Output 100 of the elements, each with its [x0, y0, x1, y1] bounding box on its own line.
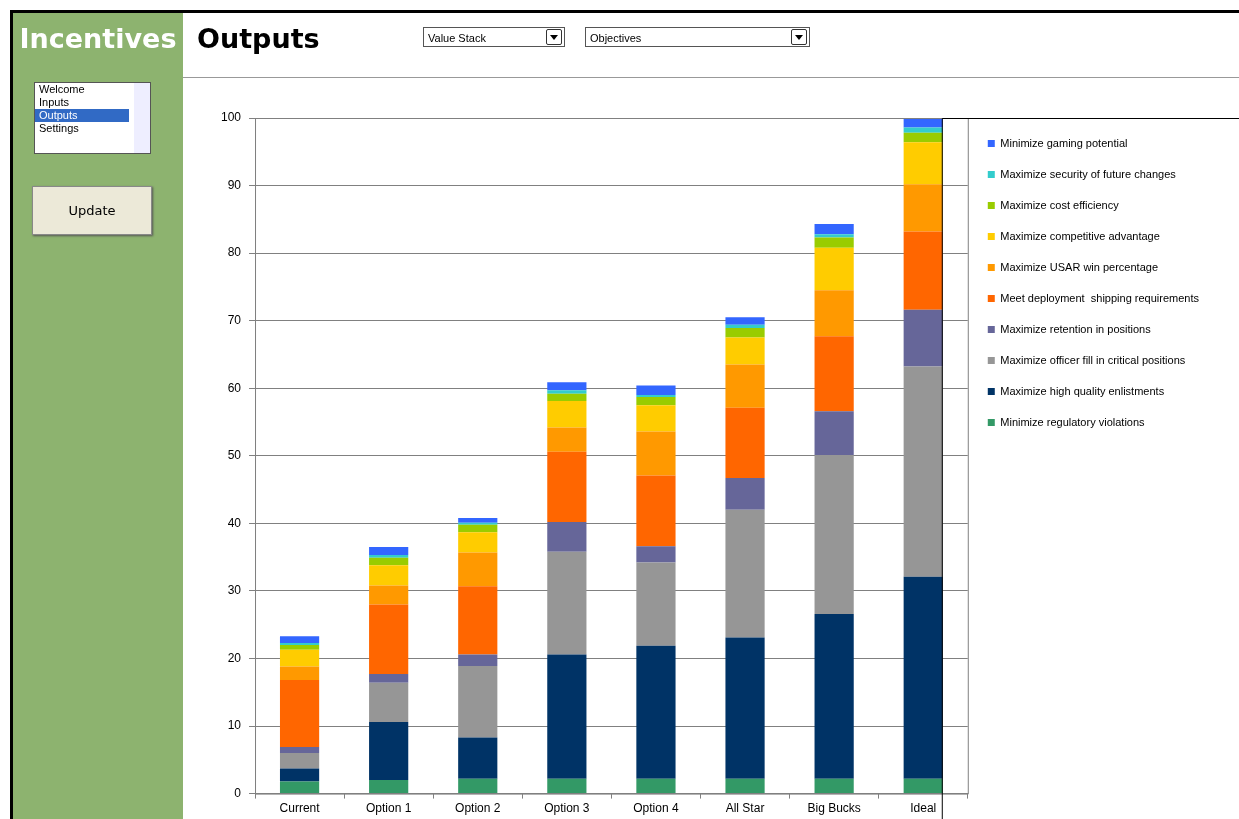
y-tick-label: 10 [227, 718, 242, 733]
y-tick-label: 90 [227, 177, 242, 192]
bar [814, 224, 854, 235]
legend-label: Maximize competitive advantage [1000, 229, 1160, 242]
bar [814, 411, 854, 456]
bar [725, 324, 765, 329]
bar [458, 552, 498, 587]
legend-label: Maximize USAR win percentage [1000, 260, 1159, 273]
bar [725, 328, 765, 338]
bar [369, 674, 409, 683]
bar [369, 557, 409, 566]
y-tick-label: 0 [234, 785, 242, 800]
bar [547, 522, 587, 552]
y-tick-label: 50 [227, 448, 242, 463]
bar [279, 781, 320, 794]
bar [279, 636, 320, 643]
text: Welcome [38, 83, 86, 96]
bar [636, 562, 676, 646]
bar [814, 247, 854, 291]
bar [547, 382, 587, 391]
legend-label: Maximize officer fill in critical positions [1000, 353, 1186, 366]
bar [636, 645, 676, 779]
bar [725, 637, 765, 779]
bar [636, 778, 676, 794]
bar [458, 517, 498, 523]
bar [547, 427, 587, 452]
bar [458, 737, 498, 779]
bar [725, 478, 765, 510]
y-tick-label: 40 [227, 515, 242, 530]
bar [458, 524, 498, 533]
bar [636, 405, 676, 432]
bar [903, 127, 943, 133]
bar [636, 397, 676, 406]
bar [814, 234, 854, 238]
legend-label: Minimize regulatory violations [1000, 415, 1146, 428]
bar [458, 586, 498, 655]
text: Settings [38, 122, 80, 135]
bar [458, 665, 498, 738]
legend-label: Meet deployment shipping requirements [1000, 291, 1200, 304]
bar [279, 644, 320, 650]
bar [903, 778, 943, 794]
bar [547, 778, 587, 794]
bar [458, 532, 498, 553]
bar [369, 585, 409, 605]
bar [814, 455, 854, 614]
legend-label: Maximize security of future changes [1000, 167, 1177, 180]
bar [279, 753, 320, 769]
bar [725, 317, 765, 325]
text: Incentives [18, 23, 178, 54]
chart-title: Outputs [197, 23, 320, 54]
bar [458, 654, 498, 666]
bar [725, 778, 765, 794]
text: Value Stack [428, 32, 486, 44]
bar [369, 604, 409, 675]
bar [547, 451, 587, 523]
bar [636, 475, 676, 547]
x-tick-label: Current [279, 801, 321, 816]
bar [369, 547, 409, 556]
y-tick-label: 100 [220, 110, 242, 125]
bar [279, 642, 320, 645]
legend-label: Minimize gaming potential [1000, 136, 1128, 149]
bar [903, 132, 943, 143]
bar [903, 309, 943, 367]
bar [547, 393, 587, 402]
x-tick-label: Option 1 [365, 801, 412, 816]
bar [369, 555, 409, 558]
bar [279, 768, 320, 782]
bar [903, 142, 943, 185]
bar [814, 613, 854, 779]
bar [903, 231, 943, 310]
y-tick-label: 20 [227, 650, 242, 665]
bar [725, 337, 765, 365]
bar [458, 778, 498, 794]
text: Update [32, 186, 152, 235]
bar [547, 654, 587, 779]
bar [458, 522, 498, 525]
bar [369, 682, 409, 722]
legend-label: Maximize cost efficiency [1000, 198, 1120, 211]
bar [725, 509, 765, 638]
bar [636, 431, 676, 476]
bar [636, 385, 676, 395]
bar [547, 551, 587, 655]
y-tick-label: 60 [227, 380, 242, 395]
x-tick-label: Option 3 [544, 801, 590, 816]
bar [636, 395, 676, 398]
x-tick-label: Big Bucks [807, 801, 861, 816]
bar [903, 366, 943, 577]
bar [547, 401, 587, 428]
y-tick-label: 80 [227, 245, 242, 260]
bar [279, 680, 320, 747]
bar [279, 746, 320, 754]
bar [279, 666, 320, 681]
bar [814, 778, 854, 794]
x-tick-label: Option 4 [633, 801, 679, 816]
bar [369, 565, 409, 586]
y-tick-label: 30 [227, 583, 242, 598]
text: Inputs [38, 96, 70, 109]
bar [636, 546, 676, 563]
x-tick-label: All Star [725, 801, 765, 816]
legend-label: Maximize retention in positions [1000, 322, 1152, 335]
